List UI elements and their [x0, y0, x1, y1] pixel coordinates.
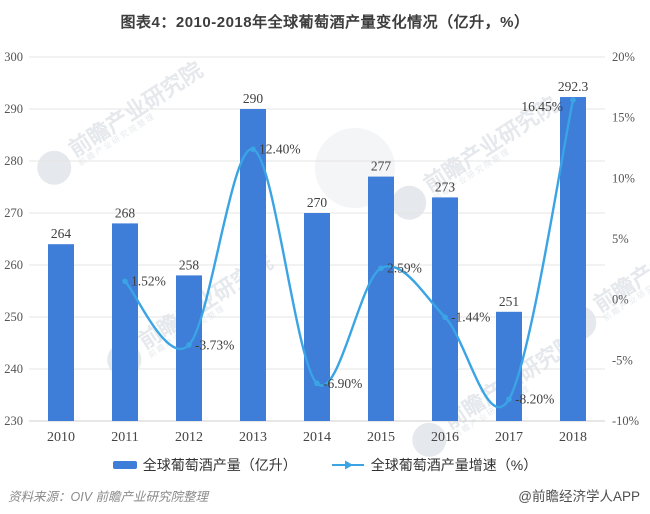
right-axis-tick-label: 0%	[612, 293, 629, 307]
legend: 全球葡萄酒产量（亿升） 全球葡萄酒产量增速（%）	[0, 455, 650, 475]
x-tick-label: 2013	[239, 430, 267, 445]
line-point-2016	[442, 314, 448, 320]
legend-label-production: 全球葡萄酒产量（亿升）	[142, 457, 297, 473]
x-tick-label: 2017	[495, 430, 523, 445]
bar-value-label: 258	[179, 257, 200, 272]
left-axis-tick-label: 300	[4, 50, 23, 64]
line-point-2011	[122, 278, 128, 285]
line-value-label: -3.73%	[195, 337, 234, 352]
bar-2017	[496, 311, 522, 421]
bar-value-label: 251	[499, 294, 519, 309]
legend-label-growth: 全球葡萄酒产量增速（%）	[370, 457, 538, 473]
left-axis-tick-label: 270	[4, 206, 23, 220]
x-tick-label: 2018	[559, 430, 587, 445]
legend-item-production: 全球葡萄酒产量（亿升）	[112, 455, 297, 475]
right-axis-tick-label: 20%	[612, 50, 635, 64]
left-axis-tick-label: 230	[4, 414, 23, 428]
line-point-2014	[314, 380, 320, 387]
attribution: @前瞻经济学人APP	[518, 489, 640, 504]
line-legend-marker	[331, 460, 364, 470]
line-value-label: 2.59%	[387, 261, 422, 276]
footer: 资料来源：OIV 前瞻产业研究院整理 @前瞻经济学人APP	[0, 485, 650, 505]
bar-2014	[304, 213, 330, 421]
line-value-label: 1.52%	[131, 274, 166, 289]
x-tick-label: 2011	[111, 430, 138, 445]
left-axis-tick-label: 260	[4, 258, 23, 272]
bar-value-label: 268	[115, 205, 136, 220]
x-tick-label: 2015	[367, 430, 395, 445]
line-point-2012	[186, 342, 192, 348]
line-point-2013	[250, 146, 256, 153]
line-point-2015	[378, 265, 384, 272]
right-axis-tick-label: -10%	[612, 414, 639, 428]
line-value-label: 12.40%	[259, 142, 301, 157]
line-point-2018	[570, 97, 576, 103]
x-tick-label: 2010	[47, 430, 75, 445]
line-value-label: 16.45%	[521, 99, 563, 114]
x-tick-label: 2014	[303, 430, 331, 445]
source-note: 资料来源：OIV 前瞻产业研究院整理	[8, 489, 209, 504]
chart-title: 图表4：2010-2018年全球葡萄酒产量变化情况（亿升，%）	[120, 14, 530, 31]
x-tick-label: 2012	[175, 430, 203, 445]
bar-2015	[368, 176, 394, 421]
right-axis-tick-label: -5%	[612, 353, 633, 367]
bar-value-label: 273	[435, 179, 456, 194]
left-axis-tick-label: 250	[4, 310, 23, 324]
line-value-label: -8.20%	[515, 392, 554, 407]
right-axis-tick-label: 15%	[612, 111, 635, 125]
bar-value-label: 290	[243, 91, 264, 106]
bar-legend-swatch	[112, 461, 137, 469]
left-axis-tick-label: 240	[4, 362, 23, 376]
bar-value-label: 292.3	[558, 79, 589, 94]
line-point-2017	[506, 396, 512, 402]
left-axis-tick-label: 290	[4, 102, 23, 116]
bar-2011	[112, 223, 138, 421]
chart-canvas: 300 290 280 270 260 250 240 230 20% 15% 10% 5% 0% -5%…	[4, 50, 639, 445]
bar-value-label: 270	[307, 195, 328, 210]
bar-2010	[48, 244, 74, 421]
line-value-label: -1.44%	[451, 310, 490, 325]
bar-value-label: 264	[51, 226, 72, 241]
line-value-label: -6.90%	[323, 376, 362, 391]
legend-item-growth: 全球葡萄酒产量增速（%）	[331, 455, 537, 475]
x-tick-label: 2016	[431, 430, 459, 445]
left-axis-tick-label: 280	[4, 154, 23, 168]
bar-value-label: 277	[371, 159, 392, 174]
right-axis-tick-label: 10%	[612, 171, 635, 185]
right-axis-tick-label: 5%	[612, 232, 629, 246]
